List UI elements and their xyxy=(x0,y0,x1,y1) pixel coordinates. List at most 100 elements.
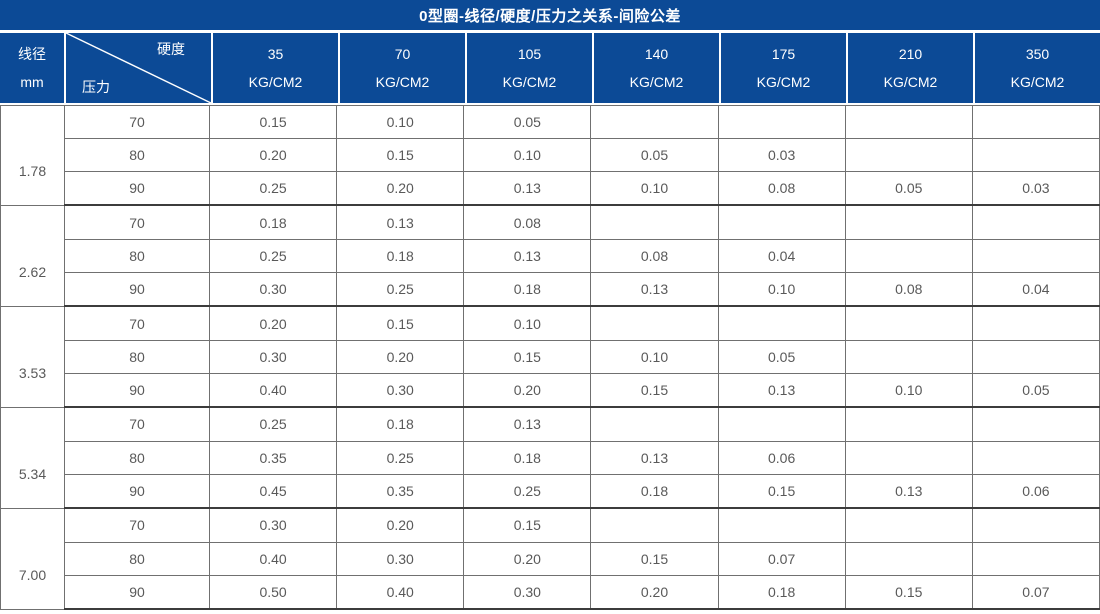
table-row: 80 0.35 0.25 0.18 0.13 0.06 xyxy=(1,440,1100,475)
value-cell: 0.18 xyxy=(463,440,592,475)
table-title: 0型圈-线径/硬度/压力之关系-间险公差 xyxy=(0,0,1100,30)
value-cell xyxy=(971,339,1100,374)
table-row: 80 0.25 0.18 0.13 0.08 0.04 xyxy=(1,238,1100,273)
value-cell: 0.30 xyxy=(336,541,465,576)
value-cell: 0.15 xyxy=(717,473,846,510)
pressure-cell: 90 xyxy=(64,574,210,610)
value-cell: 0.20 xyxy=(208,137,338,172)
value-cell: 0.20 xyxy=(590,574,719,610)
value-cell xyxy=(844,440,973,475)
value-cell: 0.35 xyxy=(336,473,465,510)
value-cell: 0.30 xyxy=(463,574,592,610)
value-cell: 0.10 xyxy=(590,170,719,207)
value-cell: 0.06 xyxy=(971,473,1100,510)
pressure-cell: 80 xyxy=(64,238,210,273)
value-cell: 0.13 xyxy=(336,204,465,240)
value-cell: 0.15 xyxy=(463,507,592,543)
value-cell: 0.20 xyxy=(463,372,592,409)
value-cell xyxy=(590,507,719,543)
value-cell xyxy=(971,406,1100,442)
value-cell: 0.15 xyxy=(590,372,719,409)
value-cell xyxy=(717,406,846,442)
value-cell: 0.18 xyxy=(463,271,592,308)
value-cell: 0.13 xyxy=(463,406,592,442)
value-cell: 0.40 xyxy=(208,372,338,409)
hardness-unit: KG/CM2 xyxy=(502,74,557,90)
value-cell: 0.15 xyxy=(208,105,338,139)
hardness-value: 140 xyxy=(644,46,669,62)
diagonal-divider-icon xyxy=(66,33,211,103)
pressure-cell: 70 xyxy=(64,507,210,543)
diameter-cell: 1.78 xyxy=(0,105,65,206)
pressure-label: 压力 xyxy=(82,79,110,95)
pressure-cell: 90 xyxy=(64,372,210,409)
value-cell: 0.18 xyxy=(336,406,465,442)
header-hardness-35: 35 KG/CM2 xyxy=(213,33,338,103)
value-cell: 0.15 xyxy=(844,574,973,610)
pressure-cell: 80 xyxy=(64,137,210,172)
diameter-cell: 3.53 xyxy=(0,305,65,408)
hardness-unit: KG/CM2 xyxy=(629,74,684,90)
value-cell: 0.20 xyxy=(208,305,338,341)
value-cell xyxy=(971,440,1100,475)
table-row: 7.00 70 0.30 0.20 0.15 xyxy=(0,507,1100,610)
value-cell: 0.10 xyxy=(463,137,592,172)
pressure-cell: 80 xyxy=(64,440,210,475)
hardness-value: 35 xyxy=(267,46,284,62)
header-hardness-210: 210 KG/CM2 xyxy=(848,33,973,103)
hardness-value: 105 xyxy=(517,46,542,62)
value-cell: 0.10 xyxy=(717,271,846,308)
diameter-cell: 5.34 xyxy=(0,406,65,509)
header-row: 线径 mm 硬度 压力 35 KG/CM2 70 KG/CM2 105 KG/CM2 … xyxy=(0,33,1100,103)
header-hardness-140: 140 KG/CM2 xyxy=(594,33,719,103)
diameter-cell: 7.00 xyxy=(0,507,65,610)
value-cell: 0.30 xyxy=(208,339,338,374)
table-row: 90 0.45 0.35 0.25 0.18 0.15 0.13 0.06 xyxy=(1,473,1100,510)
value-cell: 0.13 xyxy=(717,372,846,409)
value-cell: 0.20 xyxy=(463,541,592,576)
value-cell: 0.30 xyxy=(208,507,338,543)
value-cell xyxy=(590,406,719,442)
table-row: 80 0.40 0.30 0.20 0.15 0.07 xyxy=(1,541,1100,576)
header-hardness-105: 105 KG/CM2 xyxy=(467,33,592,103)
header-hardness-175: 175 KG/CM2 xyxy=(721,33,846,103)
value-cell: 0.04 xyxy=(717,238,846,273)
pressure-cell: 90 xyxy=(64,271,210,308)
value-cell xyxy=(590,305,719,341)
value-cell xyxy=(971,105,1100,139)
value-cell: 0.25 xyxy=(208,238,338,273)
table-row: 80 0.30 0.20 0.15 0.10 0.05 xyxy=(1,339,1100,374)
table-row: 80 0.20 0.15 0.10 0.05 0.03 xyxy=(1,137,1100,172)
value-cell xyxy=(971,541,1100,576)
hardness-value: 175 xyxy=(771,46,796,62)
value-cell: 0.25 xyxy=(463,473,592,510)
header-hardness-350: 350 KG/CM2 xyxy=(975,33,1100,103)
value-cell: 0.30 xyxy=(336,372,465,409)
value-cell: 0.20 xyxy=(336,507,465,543)
value-cell xyxy=(971,204,1100,240)
value-cell: 0.05 xyxy=(717,339,846,374)
hardness-unit: KG/CM2 xyxy=(756,74,811,90)
pressure-cell: 90 xyxy=(64,473,210,510)
value-cell: 0.20 xyxy=(336,170,465,207)
table-row: 2.62 70 0.18 0.13 0.08 xyxy=(0,204,1100,307)
tolerance-table: 1.78 70 0.15 0.10 0.05 80 0.20 0.15 0.10 0.05 0.0… xyxy=(0,105,1100,610)
table-row: 90 0.30 0.25 0.18 0.13 0.10 0.08 0.04 xyxy=(1,271,1100,308)
value-cell: 0.03 xyxy=(971,170,1100,207)
value-cell xyxy=(844,305,973,341)
value-cell xyxy=(717,507,846,543)
value-cell: 0.45 xyxy=(208,473,338,510)
value-cell: 0.50 xyxy=(208,574,338,610)
value-cell xyxy=(844,137,973,172)
hardness-value: 70 xyxy=(394,46,411,62)
value-cell xyxy=(844,541,973,576)
pressure-cell: 80 xyxy=(64,339,210,374)
value-cell xyxy=(971,507,1100,543)
value-cell: 0.08 xyxy=(590,238,719,273)
value-cell: 0.25 xyxy=(208,406,338,442)
value-cell xyxy=(971,238,1100,273)
wire-diameter-label: 线径 xyxy=(18,46,46,62)
value-cell xyxy=(590,105,719,139)
pressure-cell: 70 xyxy=(64,305,210,341)
